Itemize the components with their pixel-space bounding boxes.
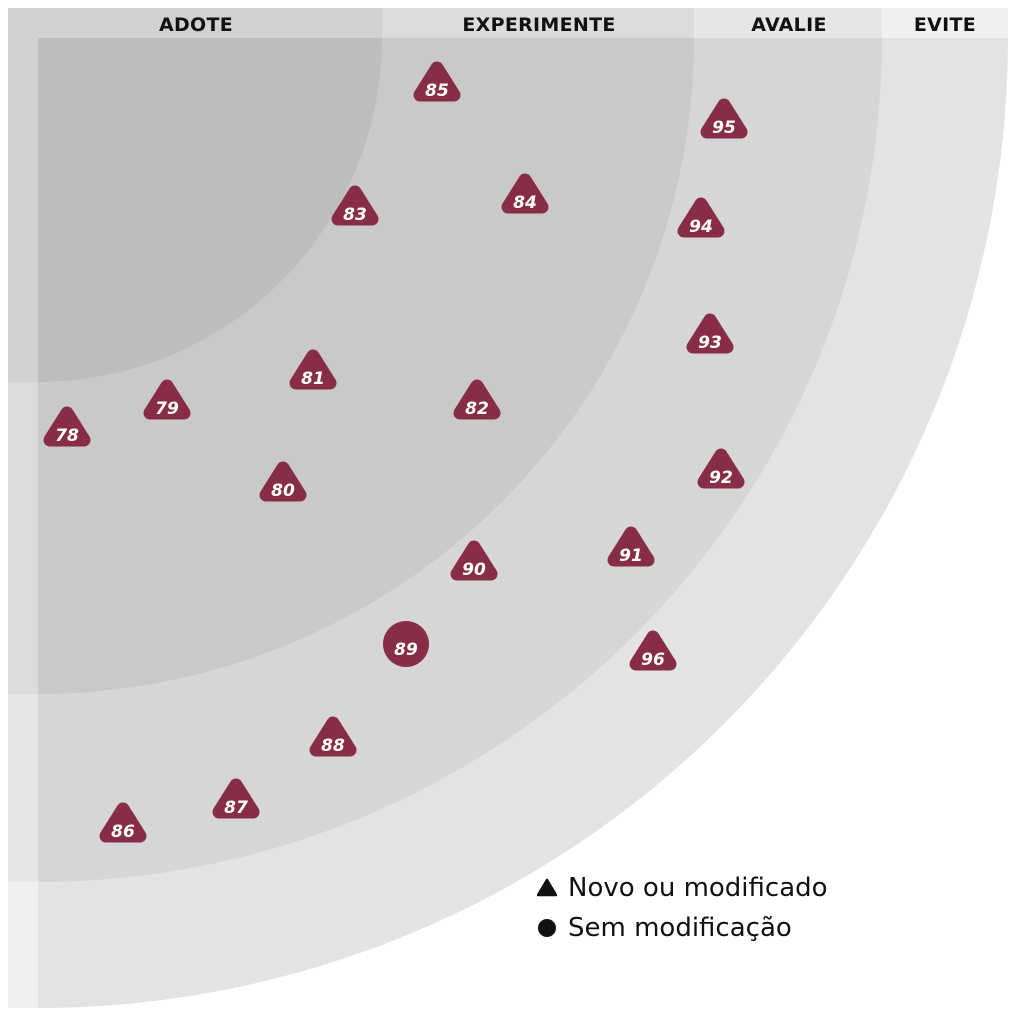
blip-triangle-icon	[629, 630, 677, 671]
gutter-band-evite	[8, 882, 38, 1008]
blip-92[interactable]: 92	[697, 448, 745, 489]
legend-item-unchanged: Sem modificação	[537, 908, 877, 948]
triangle-icon	[537, 878, 557, 897]
blip-number: 95	[712, 118, 736, 138]
blip-88[interactable]: 88	[309, 716, 357, 757]
blip-87[interactable]: 87	[212, 778, 260, 819]
header-band-experimente	[382, 8, 694, 38]
blip-triangle-icon	[453, 379, 501, 420]
header-band-adote	[38, 8, 382, 38]
blips-layer: 78 79 80 81 82 83 84 85 86 87 88 89 90 91 92 93 94 95 96	[43, 61, 748, 843]
blip-number: 83	[343, 205, 367, 225]
blip-number: 94	[689, 217, 713, 237]
legend: Novo ou modificado Sem modificação	[537, 868, 877, 948]
blip-85[interactable]: 85	[413, 61, 461, 102]
blip-triangle-icon	[607, 526, 655, 567]
ring-label-adote: ADOTE	[159, 14, 233, 36]
blip-triangle-icon	[212, 778, 260, 819]
blip-number: 91	[619, 546, 643, 566]
header-band-evite	[882, 8, 1008, 38]
blip-81[interactable]: 81	[289, 349, 337, 390]
blip-number: 82	[465, 399, 489, 419]
blip-number: 93	[698, 333, 722, 353]
blip-triangle-icon	[501, 173, 549, 214]
header-corner	[8, 8, 38, 38]
gutter-band-avalie	[8, 694, 38, 882]
blip-number: 96	[641, 650, 665, 670]
blip-triangle-icon	[331, 185, 379, 226]
blip-91[interactable]: 91	[607, 526, 655, 567]
blip-83[interactable]: 83	[331, 185, 379, 226]
gutter-band-experimente	[8, 382, 38, 694]
blip-84[interactable]: 84	[501, 173, 549, 214]
blip-79[interactable]: 79	[143, 379, 191, 420]
blip-93[interactable]: 93	[686, 313, 734, 354]
blip-triangle-icon	[450, 540, 498, 581]
blip-number: 78	[55, 426, 79, 446]
blip-triangle-icon	[143, 379, 191, 420]
legend-label-new: Novo ou modificado	[568, 873, 828, 903]
ring-label-avalie: AVALIE	[751, 14, 827, 36]
blip-number: 90	[462, 560, 486, 580]
blip-triangle-icon	[43, 406, 91, 447]
blip-number: 85	[425, 81, 449, 101]
blip-number: 80	[271, 481, 295, 501]
blip-triangle-icon	[697, 448, 745, 489]
legend-label-unchanged: Sem modificação	[568, 913, 792, 943]
blip-number: 79	[155, 399, 179, 419]
blip-number: 87	[224, 798, 248, 818]
blip-triangle-icon	[309, 716, 357, 757]
blip-80[interactable]: 80	[259, 461, 307, 502]
blip-triangle-icon	[413, 61, 461, 102]
blip-number: 88	[321, 736, 345, 756]
blip-96[interactable]: 96	[629, 630, 677, 671]
blip-triangle-icon	[677, 197, 725, 238]
blip-triangle-icon	[99, 802, 147, 843]
blip-triangle-icon	[259, 461, 307, 502]
blip-number: 86	[111, 822, 135, 842]
blip-94[interactable]: 94	[677, 197, 725, 238]
blip-78[interactable]: 78	[43, 406, 91, 447]
legend-item-new: Novo ou modificado	[537, 868, 877, 908]
blip-circle-icon	[383, 621, 429, 667]
blip-82[interactable]: 82	[453, 379, 501, 420]
circle-icon	[538, 919, 556, 937]
blip-86[interactable]: 86	[99, 802, 147, 843]
header-band-avalie	[694, 8, 882, 38]
blip-89[interactable]: 89	[383, 621, 429, 667]
blip-triangle-icon	[686, 313, 734, 354]
blip-triangle-icon	[700, 98, 748, 139]
blip-number: 84	[513, 193, 537, 213]
ring-label-experimente: EXPERIMENTE	[462, 14, 615, 36]
gutter-band-adote	[8, 38, 38, 382]
blip-90[interactable]: 90	[450, 540, 498, 581]
blip-number: 89	[394, 640, 418, 660]
blip-number: 92	[709, 468, 733, 488]
ring-adote-area	[38, 38, 382, 382]
blip-number: 81	[301, 369, 325, 389]
blip-95[interactable]: 95	[700, 98, 748, 139]
ring-label-evite: EVITE	[914, 14, 976, 36]
blip-triangle-icon	[289, 349, 337, 390]
